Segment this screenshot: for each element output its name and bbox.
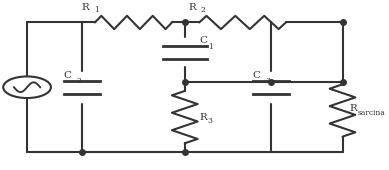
- Text: R: R: [82, 4, 89, 13]
- Text: 1: 1: [94, 6, 99, 14]
- Text: R: R: [188, 4, 196, 13]
- Text: 3: 3: [265, 77, 270, 85]
- Text: R: R: [200, 113, 207, 122]
- Text: C: C: [63, 71, 71, 80]
- Text: 2: 2: [77, 77, 81, 85]
- Text: 1: 1: [209, 42, 214, 50]
- Text: R: R: [350, 104, 357, 113]
- Text: C: C: [252, 71, 260, 80]
- Text: 2: 2: [200, 6, 205, 14]
- Text: 3: 3: [207, 117, 212, 125]
- Text: sarcina: sarcina: [358, 109, 386, 117]
- Text: C: C: [200, 36, 207, 45]
